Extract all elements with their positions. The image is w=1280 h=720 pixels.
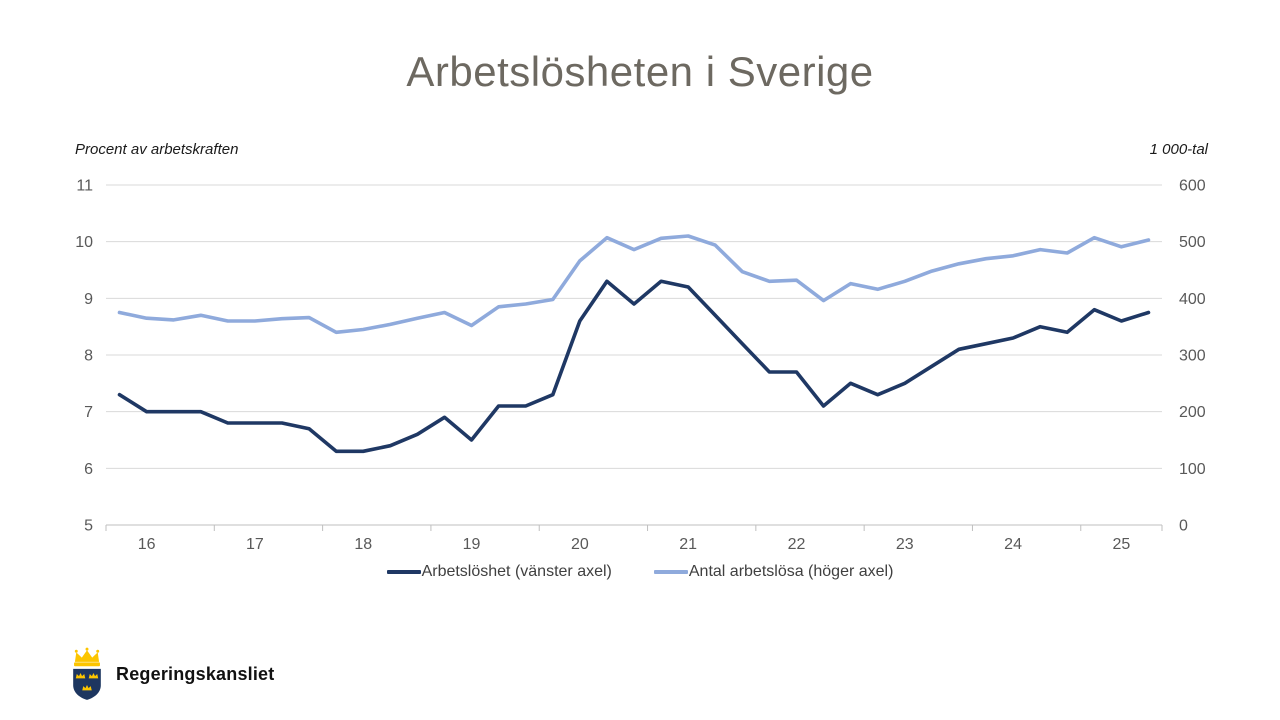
right-axis-tick-label: 400 xyxy=(1179,291,1206,308)
x-axis-year-label: 16 xyxy=(138,536,156,553)
x-axis-year-label: 21 xyxy=(679,536,697,553)
government-logo: Regeringskansliet xyxy=(68,647,274,701)
chart-title: Arbetslösheten i Sverige xyxy=(406,48,874,95)
left-axis-tick-label: 8 xyxy=(84,348,93,365)
left-axis-tick-label: 10 xyxy=(75,234,93,251)
right-axis-tick-label: 300 xyxy=(1179,348,1206,365)
left-axis-unit-label: Procent av arbetskraften xyxy=(75,141,239,158)
legend-line-swatch-dark xyxy=(386,570,421,574)
x-axis-year-label: 17 xyxy=(246,536,264,553)
legend-item-unemployment-rate: Arbetslöshet (vänster axel) xyxy=(386,563,612,581)
legend-item-unemployed-count: Antal arbetslösa (höger axel) xyxy=(653,563,894,581)
left-axis-tick-label: 7 xyxy=(84,404,93,421)
series-line-unemployed-count xyxy=(117,234,1151,335)
x-axis-year-label: 22 xyxy=(788,536,806,553)
left-axis-tick-label: 11 xyxy=(76,178,93,195)
x-axis-year-label: 24 xyxy=(1004,536,1022,553)
right-axis-tick-label: 200 xyxy=(1179,404,1206,421)
x-axis-year-label: 25 xyxy=(1112,536,1130,553)
left-axis-tick-label: 9 xyxy=(84,291,93,308)
tre-kronor-crest-icon xyxy=(73,647,101,700)
x-axis-year-label: 19 xyxy=(463,536,481,553)
right-axis-tick-label: 500 xyxy=(1179,234,1206,251)
chart-legend: Arbetslöshet (vänster axel) Antal arbets… xyxy=(0,563,1280,581)
right-axis-tick-label: 600 xyxy=(1179,178,1206,195)
government-logo-text: Regeringskansliet xyxy=(116,663,275,684)
right-axis-tick-label: 0 xyxy=(1179,518,1188,535)
left-axis-tick-label: 6 xyxy=(84,461,93,478)
x-axis-year-label: 23 xyxy=(896,536,914,553)
legend-label: Antal arbetslösa (höger axel) xyxy=(688,563,894,580)
right-axis-tick-label: 100 xyxy=(1179,461,1206,478)
legend-line-swatch-light xyxy=(653,570,688,574)
series-line-unemployment-rate xyxy=(117,279,1151,454)
x-axis-year-label: 20 xyxy=(571,536,589,553)
x-axis-year-label: 18 xyxy=(354,536,372,553)
left-axis-tick-label: 5 xyxy=(84,518,93,535)
right-axis-unit-label: 1 000-tal xyxy=(1149,141,1208,158)
legend-label: Arbetslöshet (vänster axel) xyxy=(421,563,612,580)
